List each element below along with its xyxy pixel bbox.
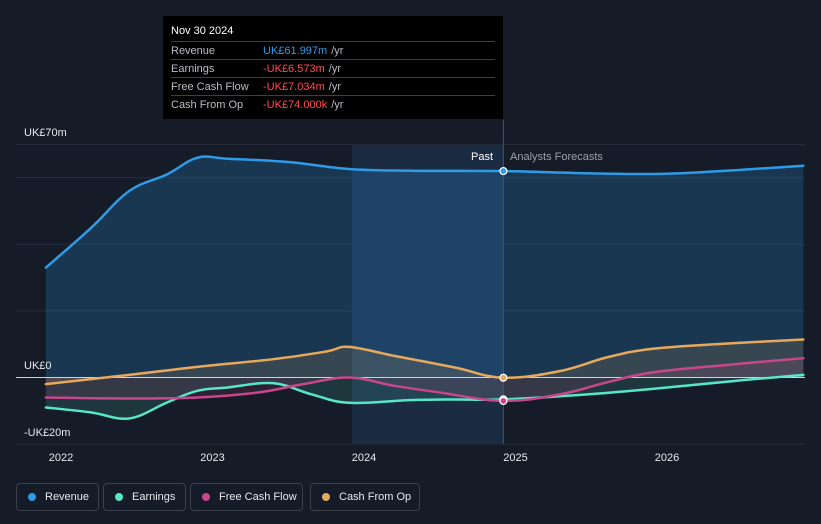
tooltip-unit: /yr — [331, 44, 344, 57]
legend-label: Revenue — [45, 491, 90, 503]
legend-item-revenue[interactable]: Revenue — [16, 483, 99, 511]
tooltip-label: Free Cash Flow — [171, 80, 249, 93]
legend-dot-icon — [28, 493, 36, 501]
tooltip-date: Nov 30 2024 — [171, 25, 234, 37]
tooltip-label: Earnings — [171, 62, 215, 75]
legend-label: Earnings — [132, 491, 176, 503]
tooltip-value: -UK£6.573m — [263, 62, 325, 75]
x-tick-label: 2024 — [352, 452, 376, 464]
x-tick-label: 2022 — [49, 452, 73, 464]
past-label: Past — [471, 151, 493, 163]
tooltip-unit: /yr — [328, 80, 341, 93]
tooltip-row-free-cash-flow: Free Cash Flow -UK£7.034m /yr — [171, 77, 495, 95]
tooltip-unit: /yr — [331, 98, 344, 111]
y-axis-top-label: UK£70m — [24, 127, 67, 139]
legend-dot-icon — [202, 493, 210, 501]
tooltip-value: -UK£74.000k — [263, 98, 328, 111]
x-tick-label: 2023 — [200, 452, 224, 464]
series-lines — [44, 155, 805, 421]
tooltip-row-cash-from-op: Cash From Op -UK£74.000k /yr — [171, 95, 495, 113]
tooltip-value: UK£61.997m — [263, 44, 328, 57]
legend-label: Cash From Op — [339, 491, 412, 503]
legend-item-cash-from-op[interactable]: Cash From Op — [310, 483, 420, 511]
y-axis-bottom-label: -UK£20m — [24, 427, 70, 439]
series-areas — [45, 156, 804, 419]
tooltip-row-earnings: Earnings -UK£6.573m /yr — [171, 59, 495, 77]
tooltip-unit: /yr — [328, 62, 341, 75]
line-cash-from-op — [44, 338, 805, 386]
tooltip-markers — [499, 166, 508, 406]
y-axis-zero-label: UK£0 — [24, 360, 52, 372]
area-revenue — [45, 156, 804, 378]
marker-free-cash-flow — [499, 396, 508, 406]
line-free-cash-flow — [44, 356, 805, 403]
forecast-label: Analysts Forecasts — [510, 151, 603, 163]
tooltip-value: -UK£7.034m — [263, 80, 325, 93]
marker-revenue — [499, 166, 508, 176]
area-free-cash-flow — [45, 358, 804, 401]
legend-dot-icon — [322, 493, 330, 501]
x-tick-label: 2025 — [503, 452, 527, 464]
legend-item-earnings[interactable]: Earnings — [103, 483, 186, 511]
line-revenue — [44, 155, 805, 269]
tooltip-label: Revenue — [171, 44, 216, 57]
x-tick-label: 2026 — [655, 452, 679, 464]
x-axis-ticks: 2022 2023 2024 2025 2026 — [49, 452, 679, 464]
line-earnings — [44, 373, 805, 421]
past-period-highlight — [351, 145, 504, 444]
legend-item-free-cash-flow[interactable]: Free Cash Flow — [190, 483, 303, 511]
tooltip-row-revenue: Revenue UK£61.997m /yr — [171, 41, 495, 59]
marker-cash-from-op — [499, 373, 508, 382]
tooltip-label: Cash From Op — [171, 98, 244, 111]
legend-label: Free Cash Flow — [219, 491, 297, 503]
legend-dot-icon — [115, 493, 123, 501]
data-tooltip: Nov 30 2024 Revenue UK£61.997m /yr Earni… — [163, 16, 503, 119]
